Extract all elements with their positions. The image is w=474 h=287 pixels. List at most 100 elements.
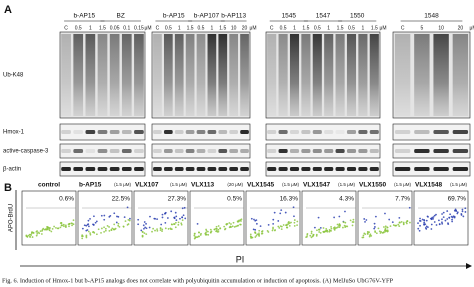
event <box>104 227 107 230</box>
band <box>301 167 311 171</box>
plot-dose: (1.5 μM) <box>282 182 299 187</box>
band <box>85 167 96 171</box>
event <box>392 224 395 226</box>
plot-percent: 7.7% <box>395 196 410 203</box>
group-header: 1550 <box>350 13 365 20</box>
band <box>185 167 195 171</box>
band <box>414 130 430 134</box>
event <box>333 229 336 231</box>
band <box>196 167 206 171</box>
event <box>161 213 164 216</box>
event <box>451 218 453 221</box>
event <box>87 223 90 226</box>
event <box>375 232 378 235</box>
smear <box>85 34 96 116</box>
event <box>255 219 258 222</box>
event <box>95 220 98 223</box>
lane-label: 1.5 <box>187 25 194 31</box>
event <box>252 228 255 231</box>
band <box>358 130 368 134</box>
event <box>313 226 316 229</box>
band <box>85 149 96 153</box>
event <box>213 228 216 231</box>
event <box>175 215 178 218</box>
event <box>50 230 53 233</box>
event <box>140 229 143 232</box>
event <box>373 222 376 225</box>
band <box>240 149 249 153</box>
band <box>240 167 249 171</box>
event <box>103 231 106 233</box>
event <box>273 211 276 214</box>
band <box>346 149 357 153</box>
plot-percent: 0.6% <box>59 196 74 203</box>
event <box>293 215 295 218</box>
band <box>218 149 228 153</box>
event <box>287 223 290 225</box>
event <box>173 223 176 226</box>
event <box>59 222 62 224</box>
band <box>73 167 84 171</box>
event <box>231 225 234 228</box>
event <box>156 229 159 232</box>
y-axis-label: APO-BrdU <box>9 204 15 232</box>
lane-label: 5 <box>420 25 423 31</box>
lane-label: 1.5 <box>219 25 226 31</box>
event <box>161 230 163 233</box>
event <box>451 220 454 223</box>
event <box>293 219 296 221</box>
event <box>110 229 113 231</box>
lane-label: C <box>64 25 68 31</box>
event <box>196 222 199 225</box>
event <box>402 221 405 224</box>
band <box>267 130 277 134</box>
smear <box>452 34 469 116</box>
event <box>103 218 106 221</box>
event <box>323 230 326 233</box>
event <box>236 225 239 227</box>
event <box>292 206 295 209</box>
lane-label: 20 <box>458 25 464 31</box>
smear <box>229 34 239 116</box>
event <box>259 225 262 228</box>
x-axis-label: PI <box>236 254 245 264</box>
event <box>117 224 120 227</box>
event <box>94 221 97 224</box>
event <box>143 221 146 223</box>
event <box>35 234 38 237</box>
event <box>342 226 344 229</box>
event <box>280 209 283 212</box>
event <box>171 223 173 226</box>
event <box>103 214 106 217</box>
event <box>100 214 103 217</box>
event <box>278 227 281 229</box>
event <box>67 223 70 226</box>
event <box>40 233 43 235</box>
event <box>111 227 114 230</box>
event <box>373 227 376 230</box>
event <box>43 228 46 231</box>
event <box>305 236 308 239</box>
event <box>145 227 148 230</box>
event <box>388 218 391 221</box>
band <box>312 167 322 171</box>
event <box>381 231 384 234</box>
plot-name: control <box>38 182 60 189</box>
event <box>309 234 312 237</box>
event <box>437 219 440 222</box>
lane-label: 0.1 <box>123 25 130 31</box>
event <box>317 216 320 219</box>
event <box>429 217 432 220</box>
event <box>207 233 210 236</box>
band <box>229 130 239 134</box>
smear <box>240 34 249 116</box>
event <box>379 232 382 234</box>
band <box>163 167 173 171</box>
smear <box>218 34 228 116</box>
band <box>174 149 184 153</box>
smear <box>163 34 173 116</box>
event <box>384 230 387 233</box>
event <box>328 229 331 231</box>
event <box>362 236 365 239</box>
event <box>272 222 275 225</box>
